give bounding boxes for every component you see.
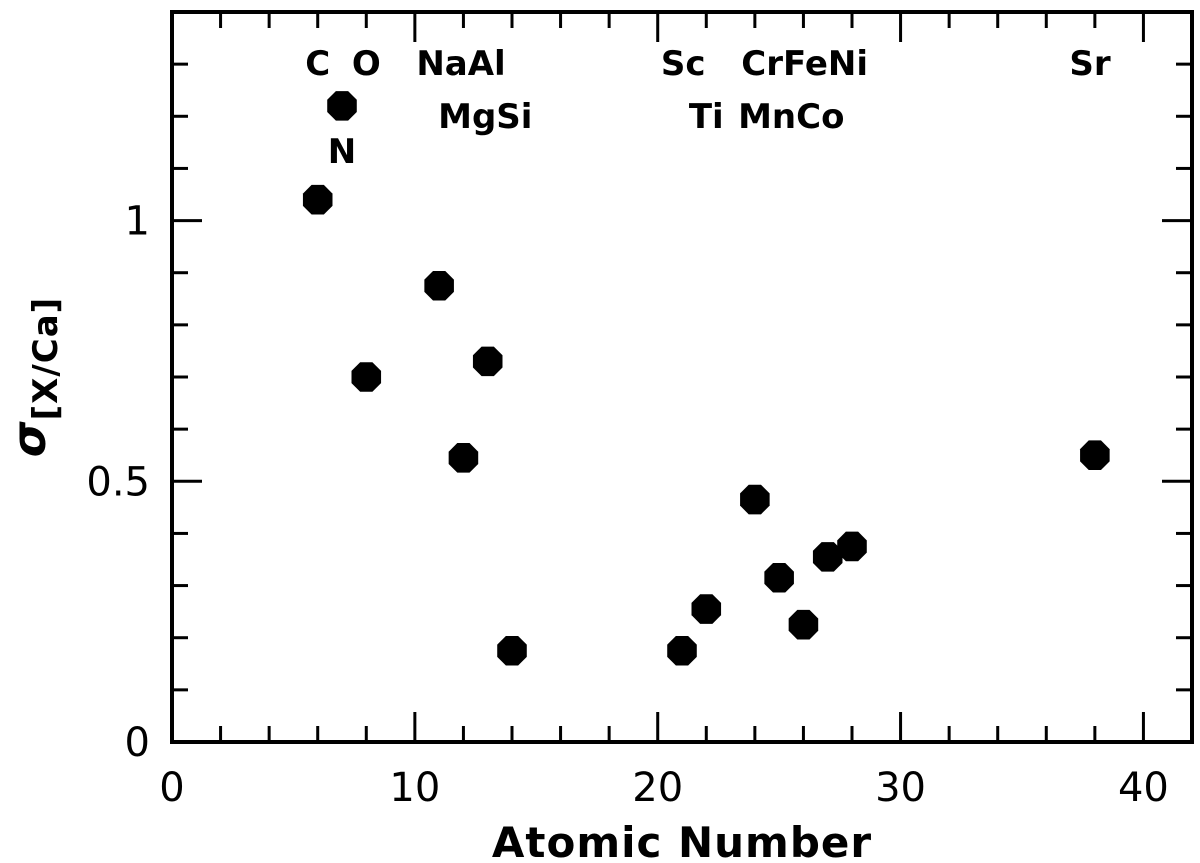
element-labels: C O NaAl Sc CrFeNi Sr MgSi Ti MnCo N: [305, 44, 1111, 172]
x-tick-label: 40: [1118, 765, 1169, 811]
data-point: [302, 184, 333, 215]
element-label: MgSi: [438, 97, 532, 137]
element-label: Sr: [1069, 44, 1110, 84]
element-label: MnCo: [738, 97, 844, 137]
element-label: C: [305, 44, 330, 84]
x-tick-label: 20: [632, 765, 683, 811]
data-point: [788, 609, 819, 640]
x-tick-label: 10: [389, 765, 440, 811]
data-point: [424, 270, 454, 301]
y-axis-label-main: σ: [2, 420, 56, 457]
data-point: [448, 443, 479, 473]
data-point: [691, 594, 722, 624]
data-point: [764, 562, 794, 593]
x-axis-label: Atomic Number: [492, 818, 872, 863]
y-axis-label: σ[X/Ca]: [2, 297, 66, 457]
y-tick-label: 1: [125, 199, 150, 245]
plot-frame: [170, 10, 1194, 744]
data-point: [837, 531, 867, 562]
element-label: NaAl: [416, 44, 505, 84]
axis-ticks: [170, 10, 1194, 744]
data-point: [740, 484, 770, 515]
element-label: O: [352, 44, 381, 84]
y-axis-label-sub: [X/Ca]: [26, 297, 66, 421]
y-tick-label: 0.5: [86, 459, 150, 505]
data-point: [497, 635, 527, 666]
data-point: [472, 346, 503, 377]
data-point: [327, 91, 357, 121]
y-tick-label: 0: [125, 720, 150, 766]
data-point: [1080, 440, 1110, 470]
element-label: N: [328, 132, 356, 172]
x-tick-label: 30: [875, 765, 926, 811]
element-label: CrFeNi: [741, 44, 868, 84]
data-point: [812, 542, 843, 572]
axis-tick-labels: 0 10 20 30 40 0 0.5 1: [86, 199, 1169, 811]
data-point: [351, 362, 382, 392]
element-label: Sc: [661, 44, 706, 84]
data-point: [667, 635, 697, 666]
element-label: Ti: [689, 97, 724, 137]
data-points: [302, 91, 1110, 666]
x-tick-label: 0: [159, 765, 184, 811]
